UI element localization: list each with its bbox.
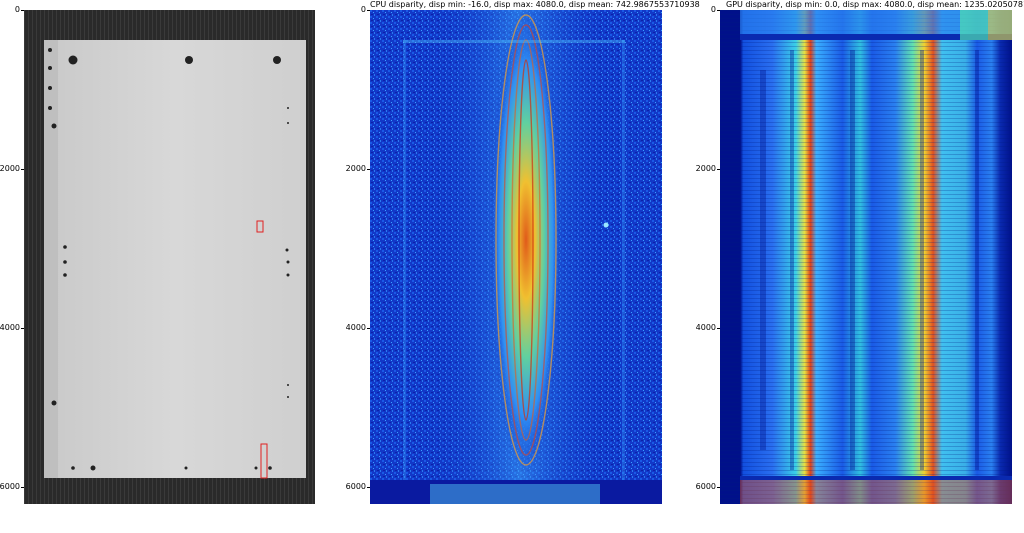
y-tick-label-2000: 2000	[345, 164, 366, 173]
annotation-box-tall	[260, 443, 268, 479]
grayscale-plate-image	[24, 10, 315, 504]
panel-gpu-disparity: GPU disparity, disp min: 0.0, disp max: …	[690, 0, 1024, 533]
y-tick-mark	[367, 328, 370, 329]
cpu-disparity-heatmap	[370, 10, 662, 504]
gpu-disparity-heatmap	[720, 10, 1012, 504]
y-tick-label-4000: 4000	[345, 323, 366, 332]
y-tick-mark	[717, 328, 720, 329]
y-tick-label-2000: 2000	[0, 164, 20, 173]
y-tick-mark	[21, 487, 24, 488]
y-tick-label-0: 0	[14, 5, 20, 14]
y-tick-label-6000: 6000	[345, 482, 366, 491]
y-tick-mark	[21, 169, 24, 170]
y-tick-label-4000: 4000	[0, 323, 20, 332]
y-tick-mark	[21, 10, 24, 11]
panel-2-title: CPU disparity, disp min: -16.0, disp max…	[370, 0, 700, 9]
y-tick-mark	[717, 169, 720, 170]
panel-3-title: GPU disparity, disp min: 0.0, disp max: …	[726, 0, 1024, 9]
y-tick-mark	[367, 10, 370, 11]
y-tick-label-6000: 6000	[0, 482, 20, 491]
panel-cpu-disparity: CPU disparity, disp min: -16.0, disp max…	[340, 0, 700, 533]
annotation-box-small	[256, 220, 264, 233]
y-tick-label-0: 0	[710, 5, 716, 14]
y-tick-mark	[367, 169, 370, 170]
y-tick-label-2000: 2000	[695, 164, 716, 173]
y-tick-mark	[367, 487, 370, 488]
y-tick-label-4000: 4000	[695, 323, 716, 332]
y-tick-mark	[717, 10, 720, 11]
y-tick-mark	[717, 487, 720, 488]
y-tick-label-0: 0	[360, 5, 366, 14]
y-tick-label-6000: 6000	[695, 482, 716, 491]
y-tick-mark	[21, 328, 24, 329]
panel-grayscale-image: 0 2000 4000 6000	[0, 0, 330, 533]
